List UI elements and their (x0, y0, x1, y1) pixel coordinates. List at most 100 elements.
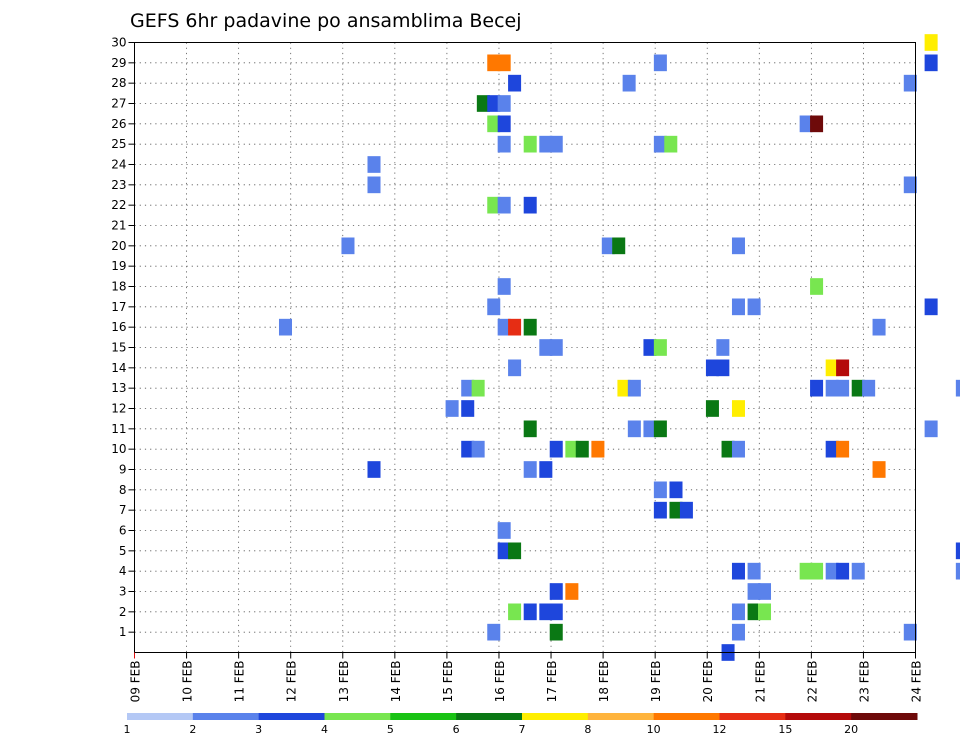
precip-cell (731, 623, 745, 641)
precip-cell (487, 623, 501, 641)
precip-cell (664, 135, 678, 153)
colorbar-swatch (719, 713, 786, 720)
precip-cell (653, 501, 667, 519)
precip-cell (810, 278, 824, 295)
precip-cell (497, 542, 511, 560)
x-tick-label: 13 FEB (337, 661, 351, 703)
precip-cell (461, 440, 475, 458)
precip-cell (653, 339, 667, 356)
precip-cell (471, 379, 485, 397)
colorbar-label: 10 (647, 723, 661, 736)
precip-cell (716, 339, 730, 356)
colorbar-label: 5 (387, 723, 394, 736)
precip-cell (747, 562, 761, 580)
precip-cell (955, 379, 960, 397)
precip-cell (836, 359, 850, 377)
colorbar-swatch (785, 713, 852, 720)
precip-cell (471, 440, 485, 458)
y-tick-label: 2 (119, 605, 127, 619)
y-tick-label: 21 (111, 219, 126, 233)
y-tick-label: 30 (111, 36, 126, 50)
colorbar-swatch (522, 713, 589, 720)
y-tick-label: 11 (111, 422, 126, 436)
y-tick-label: 29 (111, 56, 126, 70)
y-axis: 1234567891011121314151617181920212223242… (111, 36, 135, 639)
precip-cell (872, 318, 886, 336)
precip-cell (497, 522, 511, 539)
colorbar: 1 2 3 4 5 6 7 8 10 12 15 20 (124, 713, 918, 736)
precip-cell (731, 603, 745, 621)
precip-cell (851, 379, 865, 397)
precip-cell (643, 420, 657, 438)
y-tick-label: 16 (111, 320, 126, 334)
precip-cell (497, 115, 511, 133)
x-tick-label: 16 FEB (493, 661, 507, 703)
precip-cell (539, 135, 553, 153)
precip-cell (461, 400, 475, 417)
colorbar-label: 20 (844, 723, 858, 736)
y-tick-label: 20 (111, 239, 126, 253)
x-tick-label: 23 FEB (857, 661, 871, 703)
precip-cell (825, 379, 839, 397)
x-tick-label: 22 FEB (805, 661, 819, 703)
precip-cell (669, 501, 683, 519)
colorbar-label: 2 (189, 723, 196, 736)
precip-cell (508, 542, 522, 560)
x-tick-label: 15 FEB (441, 661, 455, 703)
precip-cell (487, 54, 501, 72)
precip-cell (924, 420, 938, 438)
precip-cell (523, 135, 537, 153)
colorbar-label: 15 (778, 723, 792, 736)
precip-cell (487, 196, 501, 214)
y-tick-label: 27 (111, 97, 126, 111)
precip-cell (539, 461, 553, 478)
precip-cell (799, 115, 813, 133)
precip-cell (523, 420, 537, 438)
x-tick-label: 12 FEB (285, 661, 299, 703)
y-tick-label: 22 (111, 198, 126, 212)
precip-cell (799, 562, 813, 580)
precip-cell (705, 400, 719, 417)
y-tick-label: 6 (119, 524, 127, 538)
precip-cell (679, 501, 693, 519)
precip-cell (825, 562, 839, 580)
precip-cell (497, 95, 511, 112)
precip-cell (872, 461, 886, 478)
colorbar-swatch (127, 713, 194, 720)
y-tick-label: 4 (119, 564, 127, 578)
precip-cell (924, 298, 938, 316)
precip-cell (508, 318, 522, 336)
y-tick-label: 5 (119, 544, 127, 558)
precip-cell (523, 461, 537, 478)
precip-cell (653, 135, 667, 153)
precip-cell (903, 176, 917, 194)
colorbar-label: 12 (713, 723, 727, 736)
precip-cell (653, 420, 667, 438)
precip-cell (539, 603, 553, 621)
y-tick-label: 25 (111, 137, 126, 151)
y-tick-label: 3 (119, 585, 127, 599)
x-tick-label: 11 FEB (233, 661, 247, 703)
precip-cell (851, 562, 865, 580)
precip-cell (627, 420, 641, 438)
precip-cell (497, 54, 511, 72)
precip-cell (523, 603, 537, 621)
precip-cell (565, 583, 579, 600)
precip-cell (487, 298, 501, 316)
precip-cell (757, 583, 772, 600)
y-tick-label: 7 (119, 503, 127, 517)
precip-cell (721, 440, 735, 458)
precip-cell (924, 54, 938, 72)
precip-cell (757, 603, 772, 621)
precip-cell (565, 440, 579, 458)
x-axis: 09 FEB 10 FEB 11 FEB 12 FEB 13 FEB 14 FEB 15 F… (129, 652, 924, 703)
y-tick-label: 14 (111, 361, 126, 375)
y-tick-label: 1 (119, 625, 127, 639)
precip-cell (731, 400, 745, 417)
precip-cell (445, 400, 459, 417)
precip-cell (549, 135, 563, 153)
y-tick-label: 24 (111, 158, 126, 172)
precip-cell (523, 196, 537, 214)
precip-cell (601, 237, 615, 255)
